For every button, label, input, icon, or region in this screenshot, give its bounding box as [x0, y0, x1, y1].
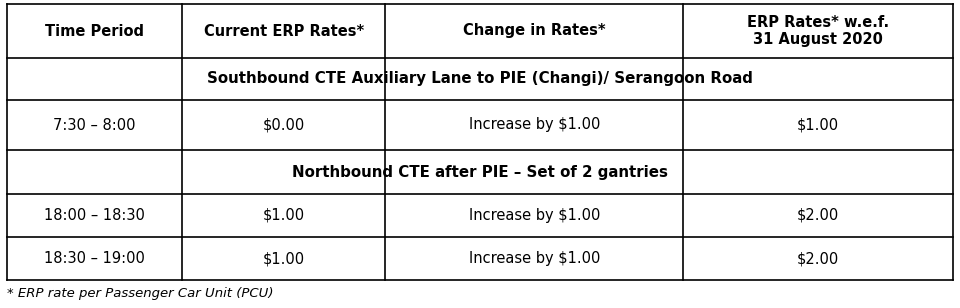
Text: Northbound CTE after PIE – Set of 2 gantries: Northbound CTE after PIE – Set of 2 gant… [292, 164, 668, 180]
Text: Increase by $1.00: Increase by $1.00 [468, 208, 600, 223]
Text: Increase by $1.00: Increase by $1.00 [468, 251, 600, 266]
Text: Change in Rates*: Change in Rates* [463, 23, 606, 38]
Text: Southbound CTE Auxiliary Lane to PIE (Changi)/ Serangoon Road: Southbound CTE Auxiliary Lane to PIE (Ch… [207, 71, 753, 87]
Text: $2.00: $2.00 [797, 251, 839, 266]
Text: $1.00: $1.00 [263, 251, 304, 266]
Text: 18:30 – 19:00: 18:30 – 19:00 [44, 251, 145, 266]
Text: Time Period: Time Period [45, 23, 144, 38]
Text: * ERP rate per Passenger Car Unit (PCU): * ERP rate per Passenger Car Unit (PCU) [7, 287, 274, 300]
Text: Increase by $1.00: Increase by $1.00 [468, 117, 600, 132]
Text: 18:00 – 18:30: 18:00 – 18:30 [44, 208, 145, 223]
Text: 7:30 – 8:00: 7:30 – 8:00 [53, 117, 135, 132]
Text: $1.00: $1.00 [797, 117, 839, 132]
Text: Current ERP Rates*: Current ERP Rates* [204, 23, 364, 38]
Text: $1.00: $1.00 [263, 208, 304, 223]
Text: $2.00: $2.00 [797, 208, 839, 223]
Text: ERP Rates* w.e.f.
31 August 2020: ERP Rates* w.e.f. 31 August 2020 [747, 15, 889, 47]
Text: $0.00: $0.00 [263, 117, 305, 132]
